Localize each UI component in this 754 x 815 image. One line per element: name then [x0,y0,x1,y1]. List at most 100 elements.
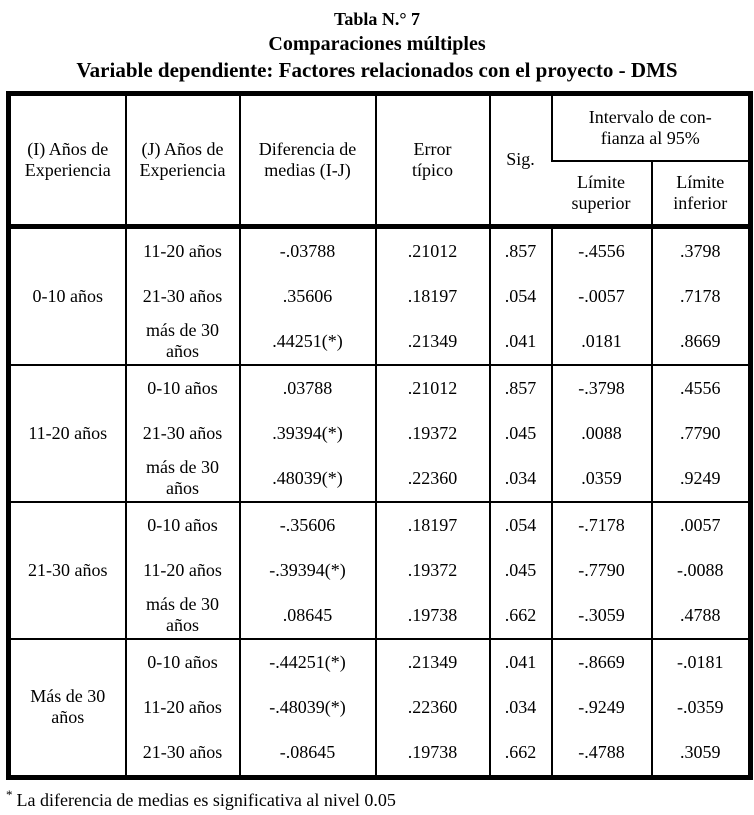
cell-j-category: 0-10 años [124,500,240,548]
cell-lower-limit: .0057 [650,500,751,548]
cell-lower-limit: .4788 [650,592,751,639]
confidence-interval-line1: Intervalo de con- [588,106,712,127]
cell-upper-limit: -.9249 [550,684,652,730]
cell-lower-limit: -.0359 [650,684,751,730]
cell-mean-difference: -.08645 [238,729,376,778]
cell-lower-limit: .7790 [650,410,751,456]
table-body: 0-10 años 11-20 años -.03788 .21012 .857… [8,226,751,778]
cell-mean-difference: .35606 [238,273,376,319]
cell-lower-limit: -.0181 [650,637,751,685]
header-mean-difference: Diferencia de medias (I-J) [238,93,376,229]
cell-j-category: 21-30 años [124,729,240,778]
cell-sig: .034 [488,684,552,730]
cell-std-error: .22360 [374,455,490,502]
cell-mean-difference: -.03788 [238,226,376,274]
cell-sig: .041 [488,637,552,685]
group-label: 21-30 años [8,500,126,639]
cell-upper-limit: .0088 [550,410,652,456]
table-row: 11-20 años -.48039(*) .22360 .034 -.9249… [9,684,751,730]
cell-upper-limit: .0181 [550,318,652,365]
cell-mean-difference: .48039(*) [238,455,376,502]
cell-std-error: .18197 [374,273,490,319]
cell-upper-limit: -.3059 [550,592,652,639]
cell-std-error: .21012 [374,226,490,274]
cell-j-category: 21-30 años [124,410,240,456]
cell-sig: .662 [488,729,552,778]
cell-j-category: más de 30 años [124,592,240,639]
cell-upper-limit: -.7178 [550,500,652,548]
cell-std-error: .19738 [374,592,490,639]
table-row: más de 30 años .08645 .19738 .662 -.3059… [9,592,751,639]
cell-sig: .045 [488,547,552,593]
cell-lower-limit: .9249 [650,455,751,502]
group-label: 0-10 años [32,285,104,306]
cell-j-category: 11-20 años [124,226,240,274]
cell-upper-limit: -.4556 [550,226,652,274]
header-upper-limit: Límite superior [551,160,652,229]
footnote-marker: * [6,786,13,802]
cell-mean-difference: .44251(*) [238,318,376,365]
cell-std-error: .18197 [374,500,490,548]
cell-mean-difference: -.39394(*) [238,547,376,593]
cell-sig: .857 [488,363,552,411]
table-title-block: Tabla N.° 7 Comparaciones múltiples Vari… [0,8,754,84]
cell-j-category: 21-30 años [124,273,240,319]
cell-upper-limit: -.3798 [550,363,652,411]
cell-j-category: 11-20 años [124,547,240,593]
table-row: 21-30 años 0-10 años -.35606 .18197 .054… [8,500,751,639]
cell-upper-limit: -.4788 [550,729,652,778]
header-confidence-interval: Intervalo de con-fianza al 95% [550,93,751,162]
confidence-interval-line2: fianza al 95% [600,127,700,148]
cell-upper-limit: -.7790 [550,547,652,593]
cell-sig: .034 [488,455,552,502]
table-row: Más de 30 años 0-10 años -.44251(*) .213… [8,637,751,778]
cell-upper-limit: -.8669 [550,637,652,685]
cell-lower-limit: .3798 [650,226,751,274]
header-j-experience: (J) Años de Experiencia [124,93,240,229]
cell-j-category: más de 30 años [124,455,240,502]
table-row: 21-30 años .35606 .18197 .054 -.0057 .71… [9,273,751,319]
table-subtitle: Comparaciones múltiples [268,32,486,55]
table-row: más de 30 años .44251(*) .21349 .041 .01… [9,318,751,365]
cell-std-error: .21349 [374,318,490,365]
header-row-sub: Límite superior Límite inferior [9,160,751,229]
cell-lower-limit: .4556 [650,363,751,411]
table-header: (I) Años de Experiencia (J) Años de Expe… [8,93,751,229]
cell-std-error: .19738 [374,729,490,778]
header-row-top: (I) Años de Experiencia (J) Años de Expe… [8,93,751,229]
header-i-experience: (I) Años de Experiencia [8,93,126,229]
table-row: más de 30 años .48039(*) .22360 .034 .03… [9,455,751,502]
table-row: 11-20 años -.39394(*) .19372 .045 -.7790… [9,547,751,593]
group-label: 11-20 años [8,363,126,502]
cell-j-category: 0-10 años [124,363,240,411]
cell-lower-limit: .7178 [650,273,751,319]
group-label: Más de 30 años [8,637,126,778]
cell-sig: .857 [488,226,552,274]
cell-mean-difference: -.35606 [238,500,376,548]
header-std-error: Error típico [374,93,490,229]
cell-j-category: más de 30 años [124,318,240,365]
cell-mean-difference: -.44251(*) [238,637,376,685]
table-number-title: Tabla N.° 7 [333,9,421,29]
multiple-comparisons-table: (I) Años de Experiencia (J) Años de Expe… [6,90,754,780]
cell-upper-limit: -.0057 [550,273,652,319]
cell-std-error: .19372 [374,410,490,456]
header-sig: Sig. [488,93,552,229]
cell-sig: .045 [488,410,552,456]
footnote-text: La diferencia de medias es significativa… [16,789,396,810]
header-lower-limit: Límite inferior [650,160,751,229]
cell-j-category: 0-10 años [124,637,240,685]
cell-std-error: .19372 [374,547,490,593]
cell-mean-difference: .03788 [238,363,376,411]
cell-std-error: .21012 [374,363,490,411]
cell-upper-limit: .0359 [550,455,652,502]
cell-mean-difference: -.48039(*) [238,684,376,730]
cell-std-error: .21349 [374,637,490,685]
cell-lower-limit: .3059 [650,729,751,778]
cell-mean-difference: .39394(*) [238,410,376,456]
cell-mean-difference: .08645 [238,592,376,639]
table-row: 11-20 años 0-10 años .03788 .21012 .857 … [8,363,751,502]
cell-sig: .662 [488,592,552,639]
cell-sig: .054 [488,273,552,319]
